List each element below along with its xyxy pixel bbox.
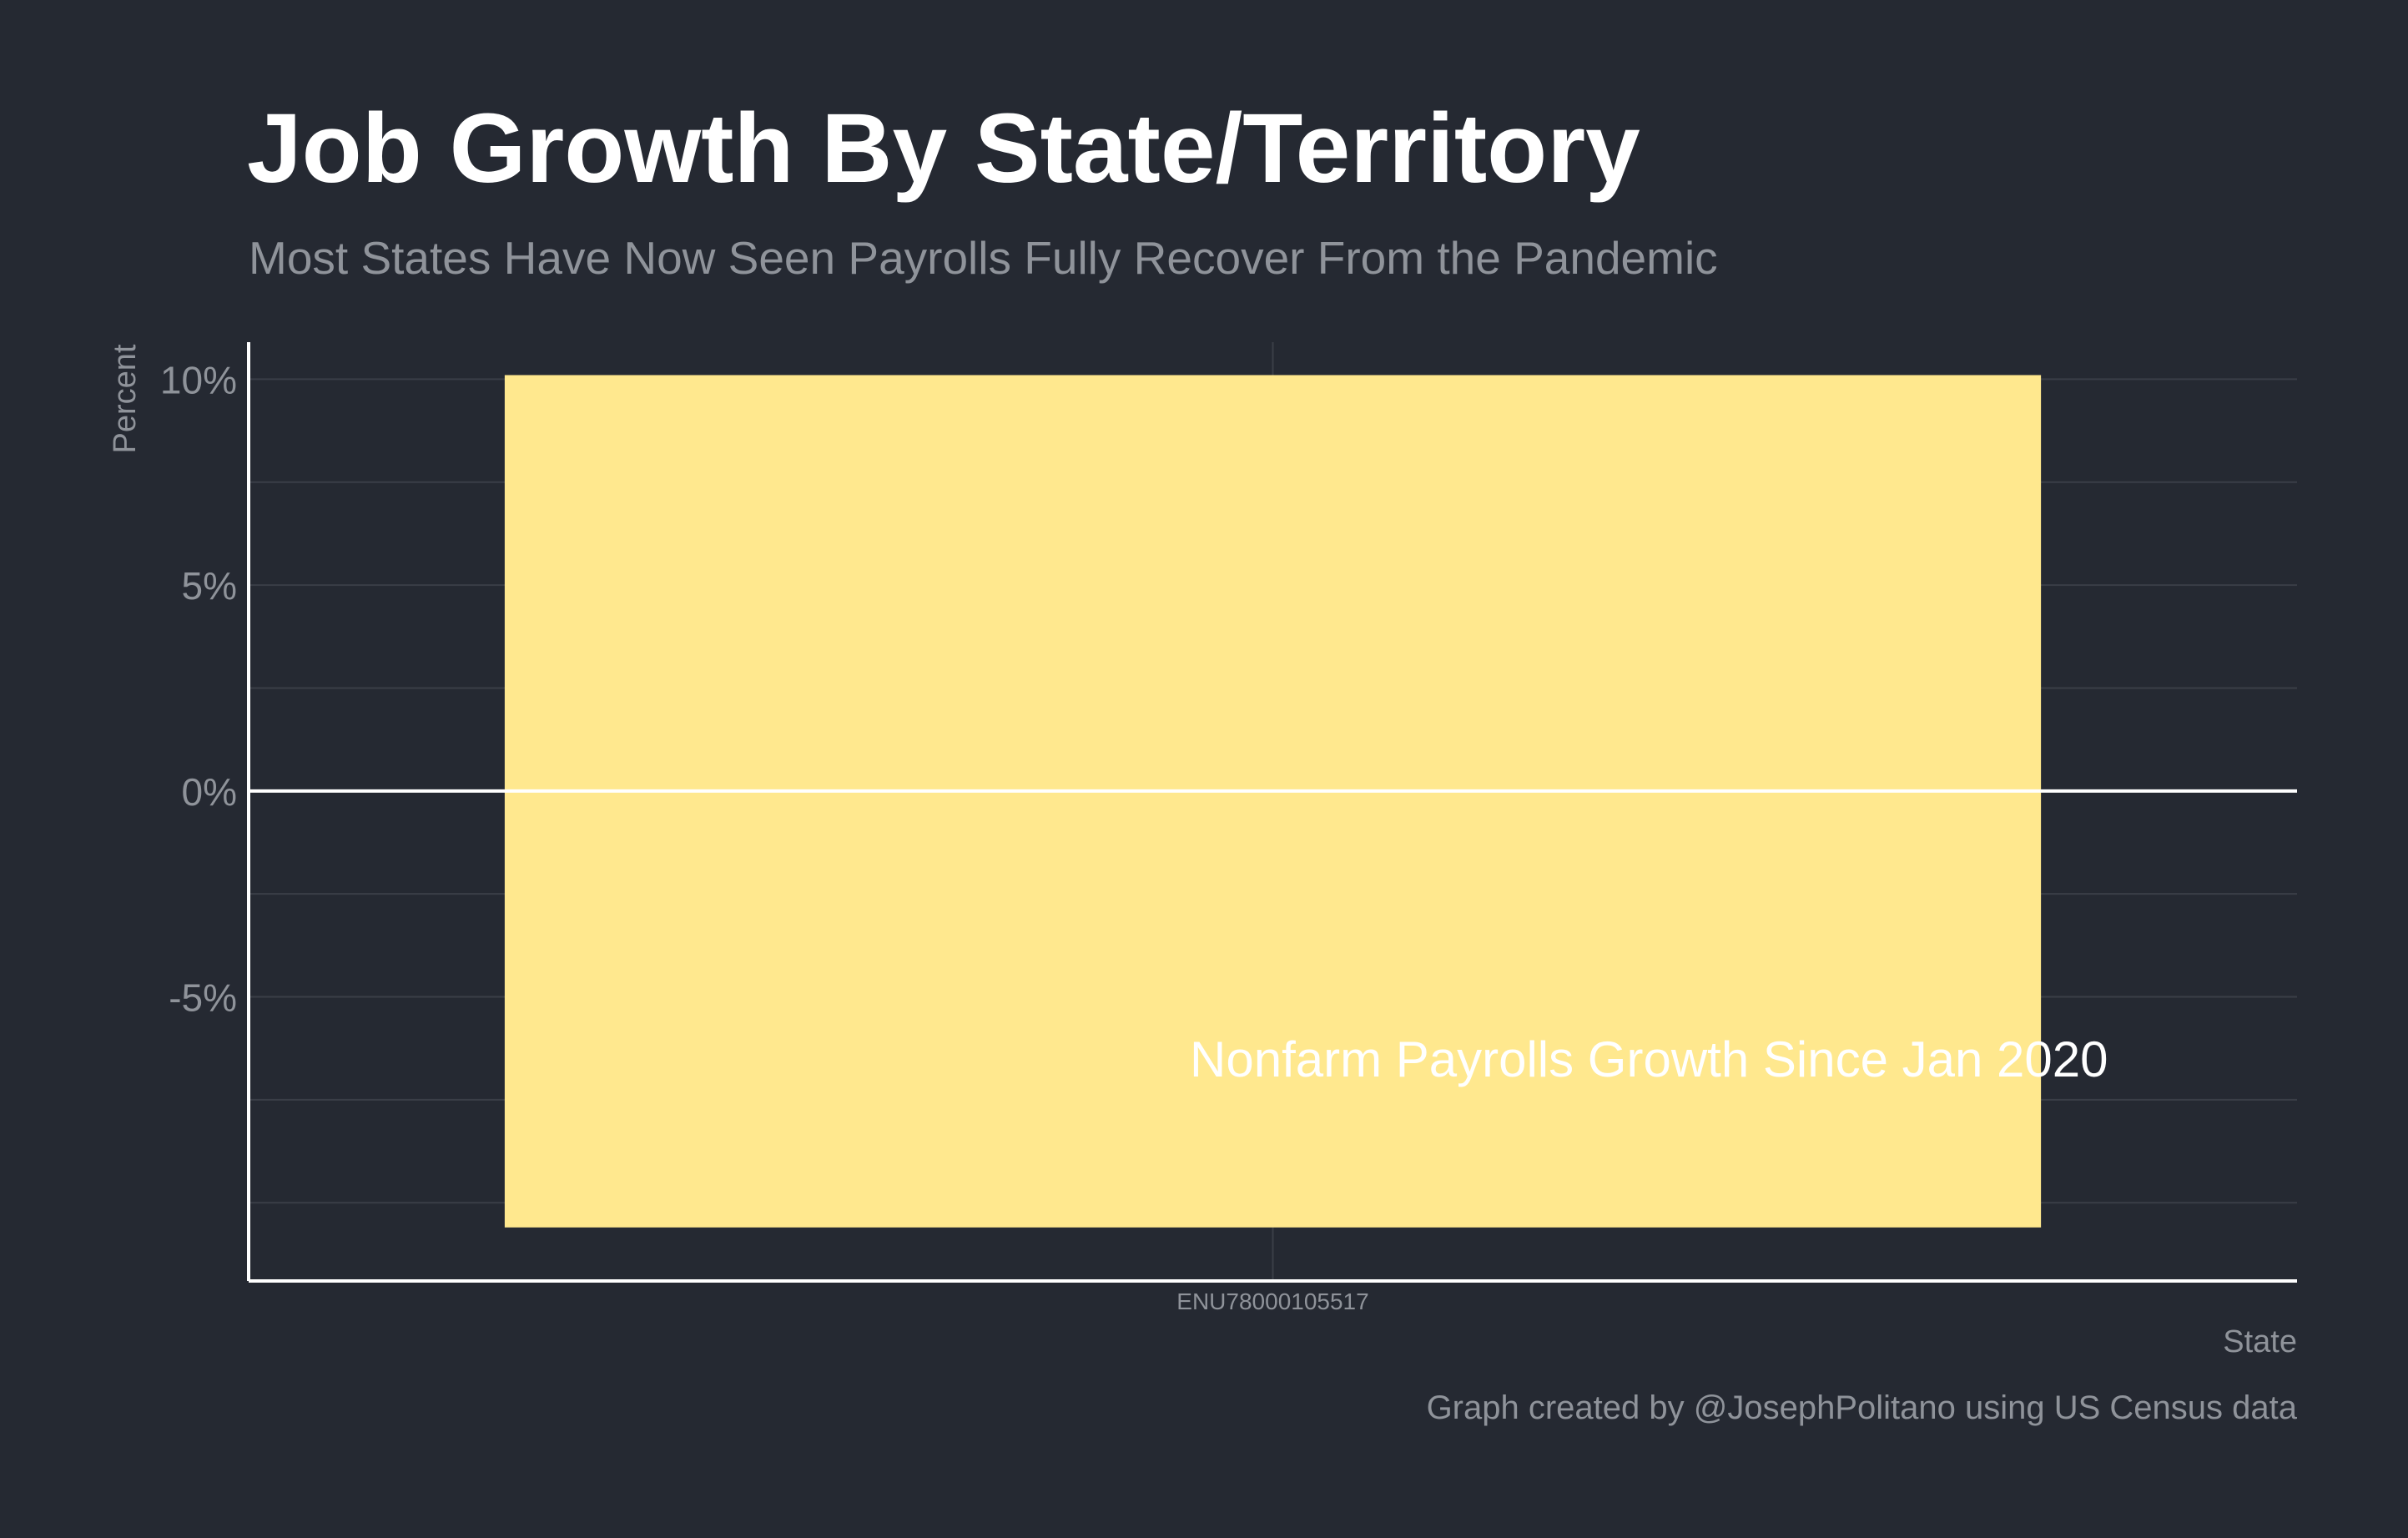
x-tick-labels: ENU78000105517 (1176, 1288, 1368, 1314)
chart-title: Job Growth By State/Territory (247, 93, 1640, 204)
y-tick-label: 0% (182, 770, 237, 814)
y-axis-title: Percent (108, 344, 143, 453)
chart-caption: Graph created by @JosephPolitano using U… (1427, 1389, 2298, 1426)
x-axis-title: State (2223, 1324, 2297, 1359)
chart-subtitle: Most States Have Now Seen Payrolls Fully… (249, 232, 1718, 284)
y-tick-label: -5% (169, 976, 237, 1020)
y-tick-label: 10% (160, 358, 237, 401)
chart-annotation: Nonfarm Payrolls Growth Since Jan 2020 (1190, 1031, 2108, 1087)
bar (504, 375, 2042, 1228)
x-tick-label: ENU78000105517 (1176, 1288, 1368, 1314)
axes (247, 342, 2297, 1283)
bars (504, 375, 2042, 1228)
y-tick-labels: 10% 5% 0% -5% (160, 358, 237, 1019)
y-tick-label: 5% (182, 564, 237, 608)
